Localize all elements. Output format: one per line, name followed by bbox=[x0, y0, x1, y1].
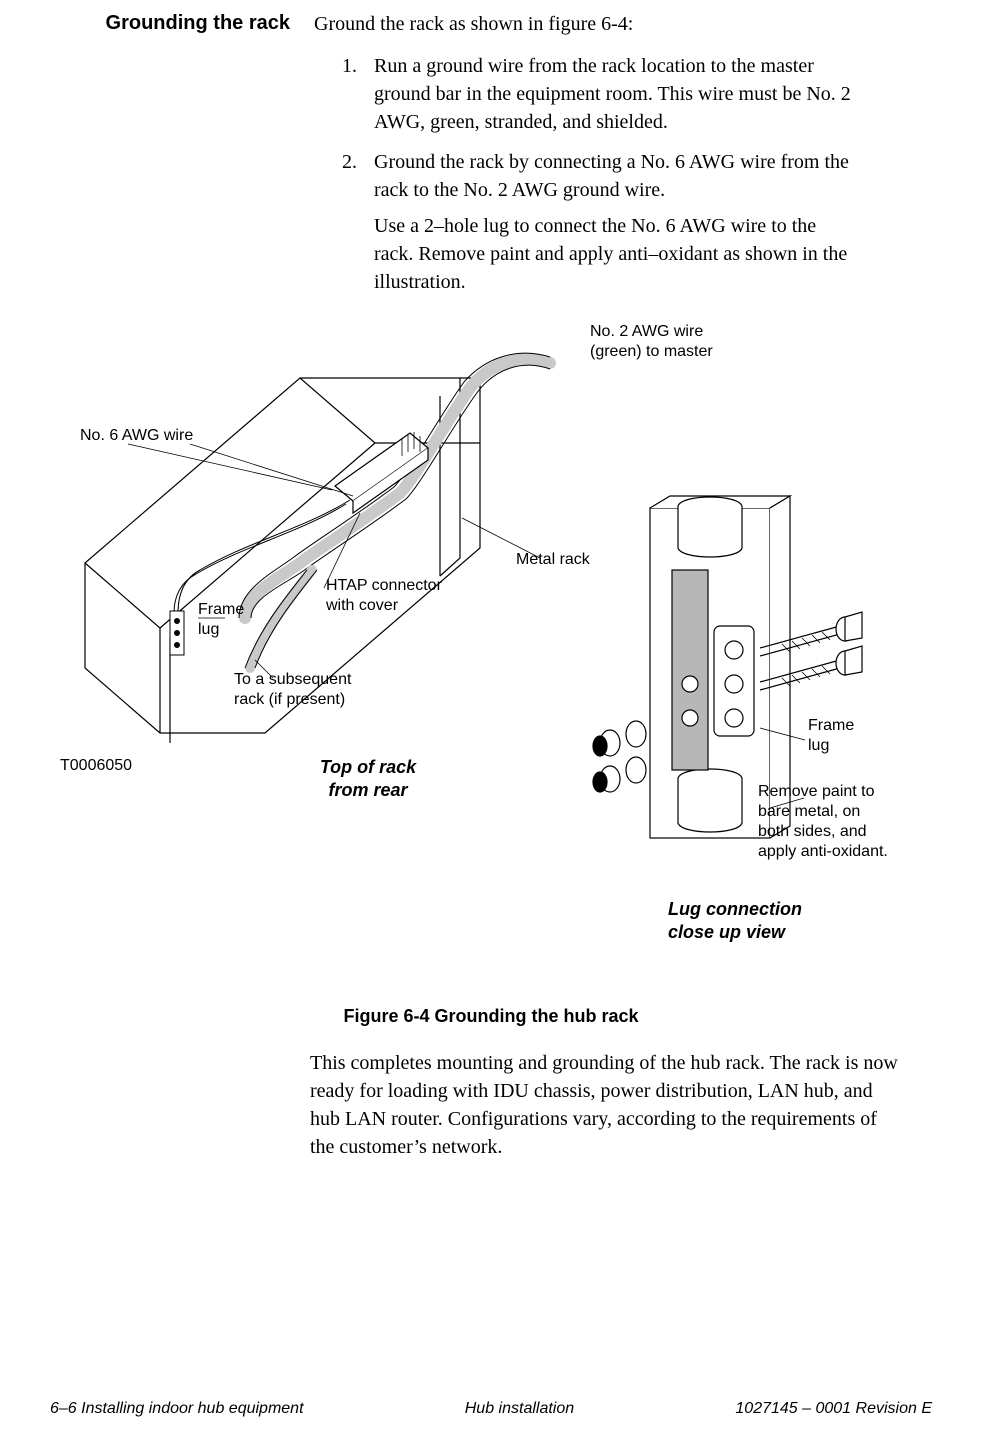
step-2: Ground the rack by connecting a No. 6 AW… bbox=[362, 148, 860, 296]
closing-paragraph: This completes mounting and grounding of… bbox=[310, 1049, 902, 1161]
label-no6-wire: No. 6 AWG wire bbox=[80, 426, 193, 446]
label-metal-rack: Metal rack bbox=[516, 550, 590, 570]
step-2-text: Ground the rack by connecting a No. 6 AW… bbox=[374, 151, 849, 201]
lead-paragraph: Ground the rack as shown in figure 6-4: bbox=[314, 10, 932, 38]
step-1-text: Run a ground wire from the rack location… bbox=[374, 55, 851, 133]
figure-area: No. 2 AWG wire (green) to master No. 6 A… bbox=[50, 318, 932, 998]
body-column: Ground the rack as shown in figure 6-4: … bbox=[314, 10, 932, 308]
label-no2-wire: No. 2 AWG wire (green) to master bbox=[590, 322, 713, 362]
label-drawing-id: T0006050 bbox=[60, 756, 132, 776]
label-htap: HTAP connector with cover bbox=[326, 576, 442, 616]
step-2-extra: Use a 2–hole lug to connect the No. 6 AW… bbox=[374, 212, 860, 296]
label-frame-lug-right: Frame lug bbox=[808, 716, 854, 756]
footer: 6–6 Installing indoor hub equipment Hub … bbox=[0, 1400, 982, 1418]
step-1: Run a ground wire from the rack location… bbox=[362, 52, 860, 136]
figure-svg bbox=[50, 318, 932, 998]
side-heading: Grounding the rack bbox=[50, 10, 314, 308]
steps-list: Run a ground wire from the rack location… bbox=[314, 52, 860, 296]
footer-left: 6–6 Installing indoor hub equipment bbox=[50, 1400, 304, 1418]
label-frame-lug-left: Frame lug bbox=[198, 600, 244, 640]
page: Grounding the rack Ground the rack as sh… bbox=[0, 0, 982, 1432]
label-remove-paint: Remove paint to bare metal, on both side… bbox=[758, 782, 888, 862]
label-top-of-rack: Top of rack from rear bbox=[298, 756, 438, 801]
section-row: Grounding the rack Ground the rack as sh… bbox=[50, 0, 932, 308]
figure-caption: Figure 6-4 Grounding the hub rack bbox=[50, 1006, 932, 1027]
label-lug-closeup: Lug connection close up view bbox=[668, 898, 802, 943]
label-subsequent: To a subsequent rack (if present) bbox=[234, 670, 351, 710]
footer-right: 1027145 – 0001 Revision E bbox=[735, 1400, 932, 1418]
footer-center: Hub installation bbox=[465, 1400, 574, 1418]
